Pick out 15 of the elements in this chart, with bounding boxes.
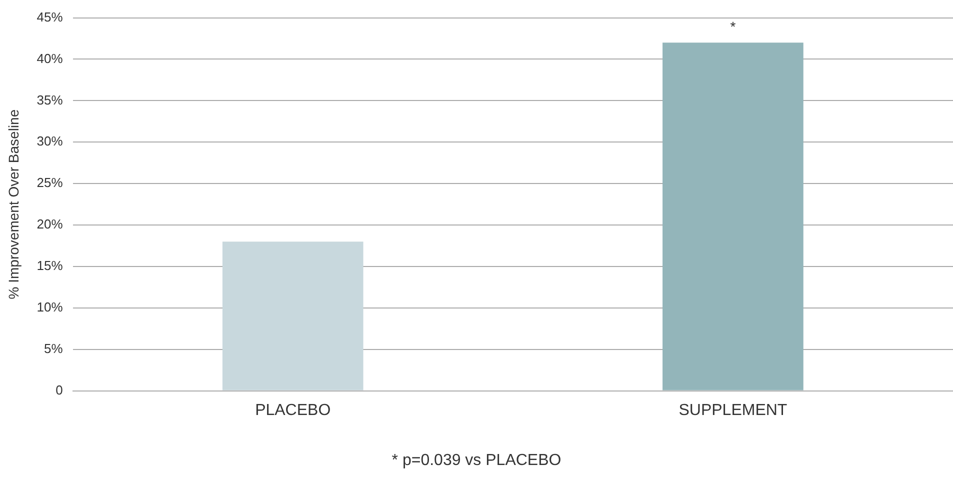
- annotation: *: [730, 18, 736, 35]
- text: * p=0.039 vs PLACEBO: [390, 452, 562, 470]
- x-tick-label: SUPPLEMENT: [678, 402, 788, 419]
- y-tick-label: 40%: [36, 50, 64, 66]
- y-tick-label: 30%: [36, 134, 64, 149]
- y-tick-label: 15%: [36, 258, 64, 274]
- y-tick-label: 25%: [36, 175, 64, 190]
- y-tick-label: 5%: [44, 340, 64, 356]
- y-axis-title: % Improvement Over Baseline: [5, 109, 22, 300]
- x-tick-label: PLACEBO: [255, 402, 331, 419]
- y-tick-label: 10%: [36, 299, 64, 314]
- y-tick-label: 35%: [36, 92, 64, 108]
- y-tick-label: 20%: [36, 216, 64, 232]
- y-tick-label: 45%: [36, 9, 64, 24]
- y-tick-label: 0: [56, 382, 63, 398]
